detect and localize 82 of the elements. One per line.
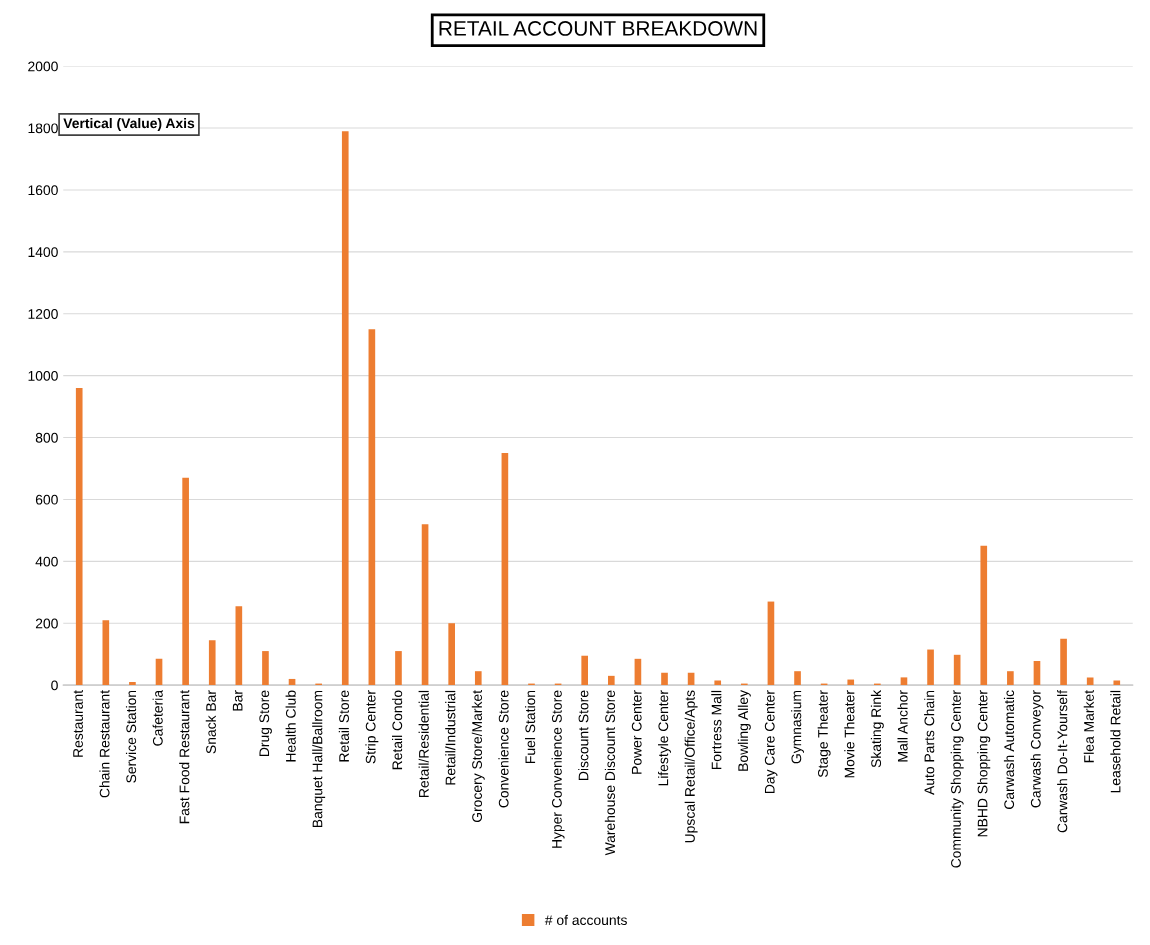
x-tick-label: Hyper Convenience Store <box>551 690 565 848</box>
y-tick-label: 2000 <box>28 61 58 72</box>
bar <box>395 651 402 686</box>
x-tick-label: Fortress Mall <box>711 690 722 770</box>
bar <box>794 671 801 686</box>
x-tick-label: Auto Parts Chain <box>924 690 935 795</box>
bar <box>182 477 189 686</box>
bar <box>607 675 615 686</box>
y-tick-label: 0 <box>51 680 58 691</box>
x-tick-label: Cafeteria <box>152 689 163 746</box>
bar <box>1007 671 1014 686</box>
bar <box>1086 677 1094 686</box>
bar <box>235 606 243 686</box>
x-tick-label: Retail/Residential <box>418 690 429 797</box>
x-tick-label: Service Station <box>125 690 137 783</box>
bar <box>75 388 83 686</box>
x-tick-label: Fast Food Restaurant <box>179 690 190 824</box>
x-tick-label: Chain Restaurant <box>99 690 110 798</box>
x-tick-label: Community Shopping Center <box>950 690 964 868</box>
x-tick-label: Mall Anchor <box>897 690 908 762</box>
x-tick-label: Skating Rink <box>870 689 884 768</box>
x-tick-label: Movie Theater <box>844 690 855 778</box>
x-tick-label: Gymnasium <box>791 690 805 764</box>
x-tick-label: Bar <box>232 690 243 711</box>
x-tick-label: Retail Condo <box>391 690 403 770</box>
bar <box>980 545 988 686</box>
y-tick-label: 400 <box>35 556 58 567</box>
x-tick-label: Leasehold Retail <box>1110 690 1121 793</box>
chart-title: RETAIL ACCOUNT BREAKDOWN <box>439 21 757 36</box>
bar <box>262 651 269 686</box>
y-axis-title: Vertical (Value) Axis <box>63 117 195 131</box>
x-tick-label: Day Care Center <box>764 690 778 794</box>
bar <box>581 655 589 686</box>
y-tick-label: 1000 <box>28 370 58 381</box>
bar <box>1060 638 1067 686</box>
bar <box>448 623 455 686</box>
x-tick-label: Warehouse Discount Store <box>604 690 616 856</box>
bar <box>927 649 934 686</box>
bar <box>129 682 136 686</box>
bar <box>767 601 775 686</box>
bar <box>102 620 110 686</box>
x-tick-label: Bowling Alley <box>737 690 751 771</box>
bar <box>661 672 668 686</box>
x-tick-label: Fuel Station <box>525 690 536 763</box>
x-tick-label: Banquet Hall/Ballroom <box>312 690 326 828</box>
y-tick-label: 600 <box>35 494 58 505</box>
x-tick-label: Carwash Automatic <box>1003 690 1015 809</box>
y-tick-label: 800 <box>35 432 58 443</box>
x-tick-label: Power Center <box>631 690 642 774</box>
bar <box>208 640 216 686</box>
bar <box>847 679 855 686</box>
x-tick-label: Stage Theater <box>817 690 831 778</box>
x-tick-label: Snack Bar <box>205 690 216 754</box>
bar <box>368 329 376 686</box>
bar <box>900 677 908 686</box>
bar <box>714 680 722 686</box>
x-tick-label: Lifestyle Center <box>658 690 671 786</box>
y-tick-label: 200 <box>35 618 58 629</box>
x-tick-label: Carwash Do-It-Yourself <box>1057 689 1068 833</box>
x-tick-label: Discount Store <box>578 690 589 780</box>
x-tick-label: Retail/Industrial <box>445 690 456 785</box>
y-tick-label: 1200 <box>28 309 58 319</box>
x-tick-label: Convenience Store <box>498 690 509 808</box>
y-tick-label: 1600 <box>28 185 58 196</box>
bar <box>474 671 482 686</box>
x-tick-label: Strip Center <box>365 690 379 764</box>
x-tick-label: Retail Store <box>338 690 349 762</box>
bar <box>421 524 429 686</box>
y-tick-label: 1800 <box>28 123 58 134</box>
x-tick-label: Upscal Retail/Office/Apts <box>684 690 698 843</box>
x-tick-label: Restaurant <box>73 690 83 757</box>
bar <box>341 131 349 686</box>
x-tick-label: Flea Market <box>1083 690 1094 763</box>
x-tick-label: Health Club <box>285 690 296 762</box>
bar <box>501 453 509 686</box>
bar <box>1113 680 1121 686</box>
x-tick-label: Drug Store <box>259 690 272 756</box>
y-tick-label: 1400 <box>28 247 58 258</box>
x-tick-label: Grocery Store/Market <box>471 690 485 823</box>
x-tick-label: NBHD Shopping Center <box>977 690 991 837</box>
x-tick-label: Carwash Conveyor <box>1030 690 1044 808</box>
legend-label: # of accounts <box>544 914 627 926</box>
